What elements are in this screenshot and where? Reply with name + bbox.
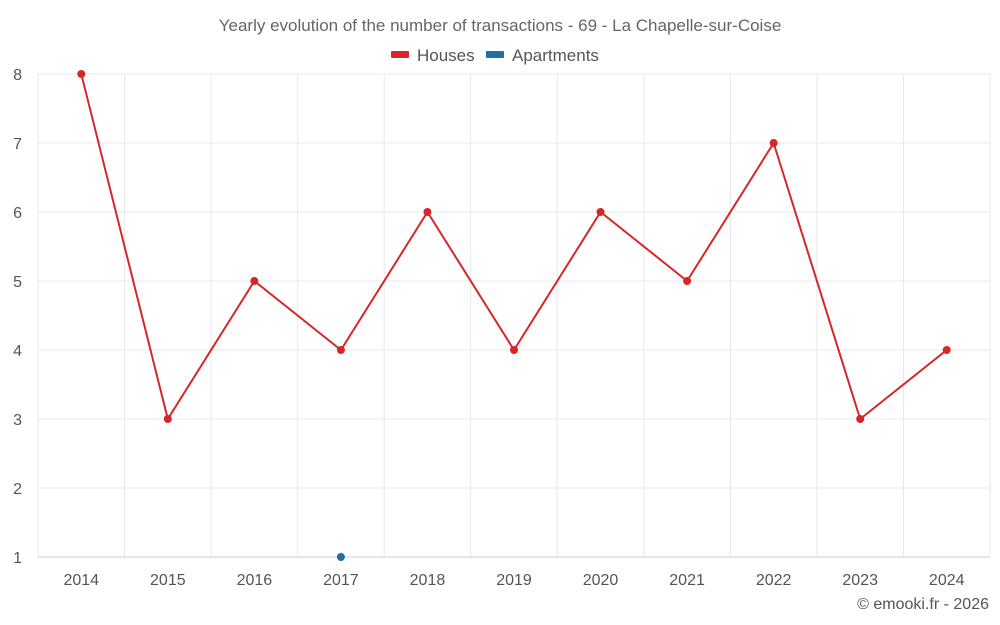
data-point-houses[interactable] [77,70,86,78]
data-point-houses[interactable] [942,346,951,354]
legend-swatch-apartments [486,51,504,58]
data-point-houses[interactable] [250,277,259,285]
y-tick-label: 8 [13,67,22,84]
chart-title: Yearly evolution of the number of transa… [219,16,782,35]
x-axis: 2014 2015 2016 2017 2018 2019 2020 2021 2022 2023… [38,556,990,589]
x-tick-label: 2021 [669,572,705,589]
series-layer [77,70,951,561]
legend: Houses Apartments [391,46,599,65]
data-point-houses[interactable] [510,346,518,354]
y-axis: 1 2 3 4 5 6 7 8 [13,67,22,567]
y-tick-label: 2 [13,481,22,498]
data-point-houses[interactable] [596,208,605,216]
y-tick-label: 7 [13,136,22,153]
y-tick-label: 1 [13,550,22,567]
legend-label-houses[interactable]: Houses [417,46,475,65]
y-tick-label: 3 [13,412,22,429]
x-tick-label: 2016 [237,572,273,589]
x-tick-label: 2023 [842,572,878,589]
grid [37,73,991,557]
y-tick-label: 4 [13,343,22,360]
legend-swatch-houses [391,51,409,58]
data-point-houses[interactable] [163,415,172,423]
x-tick-label: 2020 [583,572,619,589]
data-point-houses[interactable] [683,277,692,285]
x-tick-label: 2017 [323,572,359,589]
legend-label-apartments[interactable]: Apartments [512,46,599,65]
data-point-houses[interactable] [423,208,432,216]
credit-text: © emooki.fr - 2026 [857,596,989,613]
data-point-houses[interactable] [856,415,865,423]
x-tick-label: 2015 [150,572,186,589]
x-tick-label: 2019 [496,572,532,589]
x-tick-label: 2018 [410,572,446,589]
data-point-houses[interactable] [336,346,345,354]
y-tick-label: 6 [13,205,22,222]
x-tick-label: 2024 [929,572,965,589]
data-point-apartments[interactable] [336,553,345,561]
x-tick-label: 2014 [63,572,99,589]
data-point-houses[interactable] [769,139,778,147]
y-tick-label: 5 [13,274,22,291]
x-tick-label: 2022 [756,572,792,589]
